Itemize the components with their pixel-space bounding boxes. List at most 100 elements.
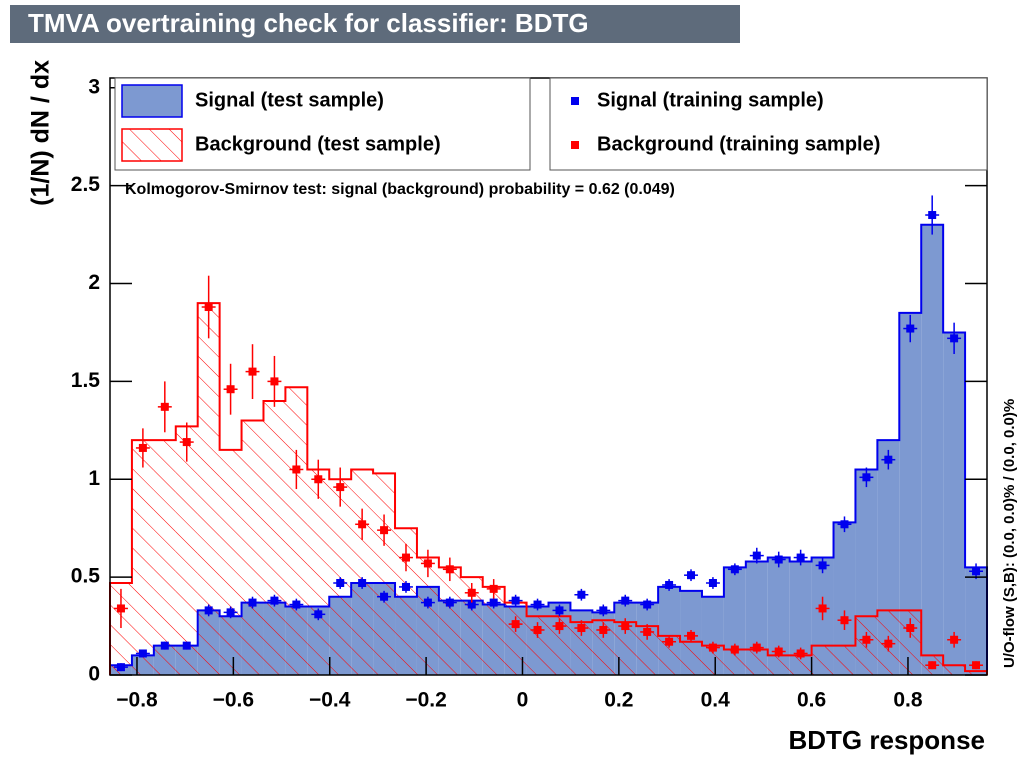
legend-marker (571, 97, 579, 105)
histogram-bar (241, 420, 264, 675)
data-point (314, 475, 323, 484)
data-point (182, 641, 191, 650)
data-point (928, 661, 937, 670)
histogram-outline (109, 302, 988, 675)
histogram-bar (745, 649, 768, 675)
histogram-bar (833, 645, 856, 675)
data-point (774, 555, 783, 564)
data-point (884, 455, 893, 464)
histogram-bar (219, 449, 242, 675)
histogram-bar (723, 649, 746, 675)
data-point (423, 559, 432, 568)
data-point (182, 438, 191, 447)
histogram-bar (526, 616, 549, 675)
x-tick-label: 0.6 (797, 689, 826, 712)
histogram-bar (373, 473, 396, 675)
data-point (906, 324, 915, 333)
data-point (401, 582, 410, 591)
histogram-bar (745, 561, 768, 675)
chart-title: TMVA overtraining check for classifier: … (28, 8, 589, 38)
data-point (862, 635, 871, 644)
data-point (336, 579, 345, 588)
data-point (445, 598, 454, 607)
data-point (752, 643, 761, 652)
histogram-bar (153, 440, 176, 675)
y-tick-label: 2 (88, 271, 100, 294)
histogram-bar (548, 616, 571, 675)
data-point (489, 598, 498, 607)
data-point (467, 600, 476, 609)
data-point (665, 637, 674, 646)
data-point (840, 616, 849, 625)
histogram-bar (351, 469, 374, 675)
histogram-bar (636, 626, 659, 675)
data-point (555, 606, 564, 615)
data-point (533, 625, 542, 634)
data-point (687, 631, 696, 640)
x-tick-label: −0.6 (213, 689, 254, 712)
histogram-bar (504, 602, 527, 675)
x-tick-label: −0.8 (116, 689, 158, 712)
x-tick-label: 0.4 (701, 689, 731, 712)
legend-swatch (121, 128, 183, 162)
data-point (643, 627, 652, 636)
histogram-bar (570, 622, 593, 675)
legend-marker (571, 141, 579, 149)
legend-swatch (121, 84, 183, 118)
histogram-bar (197, 303, 220, 675)
histogram-bar (438, 567, 461, 675)
data-point (358, 579, 367, 588)
legend-label: Background (training sample) (597, 133, 880, 155)
data-point (138, 443, 147, 452)
y-axis-label: (1/N) dN / dx (27, 60, 55, 206)
histogram-bar (789, 561, 812, 675)
legend-box (114, 77, 531, 171)
data-point (445, 565, 454, 574)
y-tick-label: 3 (88, 75, 100, 98)
histogram-bar (482, 586, 505, 675)
data-point (358, 520, 367, 529)
data-point (972, 661, 981, 670)
data-point (621, 622, 630, 631)
legend-label: Signal (test sample) (195, 89, 384, 111)
histogram-bar (899, 312, 922, 675)
data-point (840, 520, 849, 529)
x-tick-label: 0.2 (604, 689, 633, 712)
data-point (160, 641, 169, 650)
data-point (116, 663, 125, 672)
data-point (555, 622, 564, 631)
data-point (687, 571, 696, 580)
x-tick-label: −0.2 (405, 689, 446, 712)
data-point (314, 610, 323, 619)
data-point (116, 604, 125, 613)
data-point (796, 649, 805, 658)
histogram-bar (811, 645, 834, 675)
histogram-bar (767, 557, 790, 675)
histogram-bar (658, 635, 681, 675)
y-tick-label: 1.5 (71, 369, 101, 392)
data-point (906, 624, 915, 633)
histogram-bar (614, 622, 637, 675)
x-tick-label: 0 (517, 689, 529, 712)
title-box (10, 5, 740, 43)
data-point (752, 551, 761, 560)
data-point (643, 600, 652, 609)
histogram-bar (943, 332, 966, 675)
data-point (511, 596, 520, 605)
data-point (621, 596, 630, 605)
x-axis-label: BDTG response (789, 725, 986, 755)
data-point (423, 598, 432, 607)
histogram-bar (943, 665, 966, 675)
data-point (950, 635, 959, 644)
data-point (292, 465, 301, 474)
data-point (204, 303, 213, 312)
histogram-bar (263, 400, 286, 675)
histogram-bar (701, 645, 724, 675)
legend-box (549, 77, 988, 171)
data-point (226, 385, 235, 394)
histogram-bar (680, 641, 702, 675)
side-label: U/O-flow (S,B): (0.0, 0.0)% / (0.0, 0.0)… (1001, 399, 1018, 668)
data-point (248, 367, 257, 376)
y-tick-label: 0.5 (71, 565, 101, 588)
